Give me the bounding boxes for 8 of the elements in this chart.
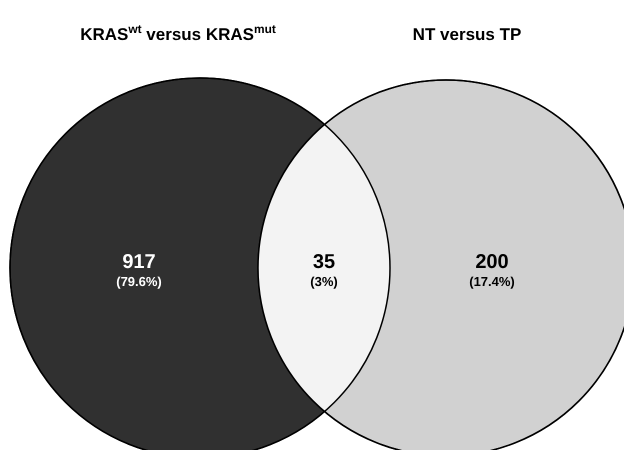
data-label: 917 xyxy=(122,251,156,273)
text: KRAS$^{wt}$ versus KRAS$^{mut}$ xyxy=(80,22,276,44)
text: (79.6%) xyxy=(116,274,162,289)
text: (17.4%) xyxy=(469,274,515,289)
data-label: 35 xyxy=(312,251,336,273)
data-label: 200 xyxy=(475,251,509,273)
text: (3%) xyxy=(310,274,338,289)
text: NT versus TP xyxy=(412,25,522,44)
